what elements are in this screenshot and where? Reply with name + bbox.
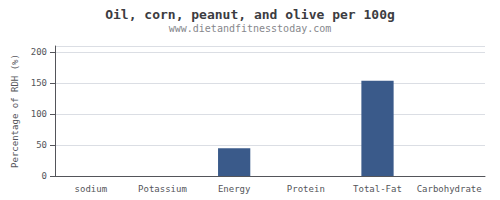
svg-text:Protein: Protein: [287, 184, 325, 194]
svg-text:Carbohydrate: Carbohydrate: [417, 184, 482, 194]
svg-text:Energy: Energy: [218, 184, 251, 194]
svg-text:sodium: sodium: [75, 184, 108, 194]
svg-text:Oil, corn, peanut, and olive p: Oil, corn, peanut, and olive per 100g: [105, 7, 395, 22]
svg-text:Total-Fat: Total-Fat: [353, 184, 402, 194]
svg-text:200: 200: [31, 47, 47, 57]
svg-text:100: 100: [31, 109, 47, 119]
svg-text:Potassium: Potassium: [138, 184, 187, 194]
svg-text:www.dietandfitnesstoday.com: www.dietandfitnesstoday.com: [169, 23, 332, 34]
svg-text:0: 0: [42, 171, 47, 181]
svg-text:150: 150: [31, 78, 47, 88]
svg-text:Percentage of RDH (%): Percentage of RDH (%): [10, 54, 20, 168]
svg-text:50: 50: [36, 140, 47, 150]
